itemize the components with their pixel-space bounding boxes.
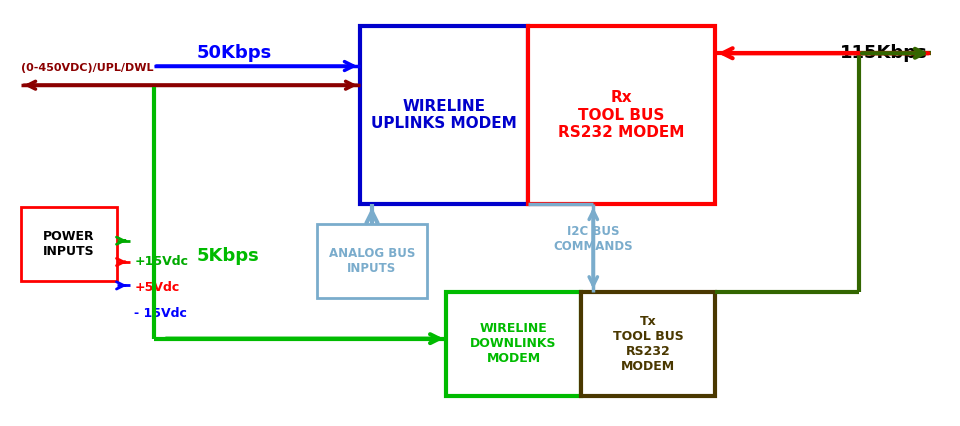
Bar	[581, 292, 715, 396]
Text: 5Kbps: 5Kbps	[197, 247, 259, 265]
Text: Tx
TOOL BUS
RS232
MODEM: Tx TOOL BUS RS232 MODEM	[612, 315, 684, 373]
Bar	[446, 292, 581, 396]
Text: - 15Vdc: - 15Vdc	[134, 307, 187, 320]
Text: I2C BUS
COMMANDS: I2C BUS COMMANDS	[554, 225, 633, 253]
Text: Rx
TOOL BUS
RS232 MODEM: Rx TOOL BUS RS232 MODEM	[559, 90, 684, 140]
Bar	[317, 224, 427, 298]
Text: (0-450VDC)/UPL/DWL: (0-450VDC)/UPL/DWL	[21, 63, 154, 73]
Text: 50Kbps: 50Kbps	[197, 44, 272, 62]
Text: POWER
INPUTS: POWER INPUTS	[43, 230, 95, 258]
Bar	[21, 207, 117, 281]
Text: ANALOG BUS
INPUTS: ANALOG BUS INPUTS	[329, 247, 415, 275]
Text: WIRELINE
DOWNLINKS
MODEM: WIRELINE DOWNLINKS MODEM	[470, 322, 557, 366]
Bar	[528, 26, 715, 204]
Text: WIRELINE
UPLINKS MODEM: WIRELINE UPLINKS MODEM	[372, 99, 516, 131]
Text: +15Vdc: +15Vdc	[134, 256, 188, 268]
Bar	[360, 26, 528, 204]
Text: +5Vdc: +5Vdc	[134, 281, 180, 294]
Text: 115Kbps: 115Kbps	[840, 44, 927, 62]
